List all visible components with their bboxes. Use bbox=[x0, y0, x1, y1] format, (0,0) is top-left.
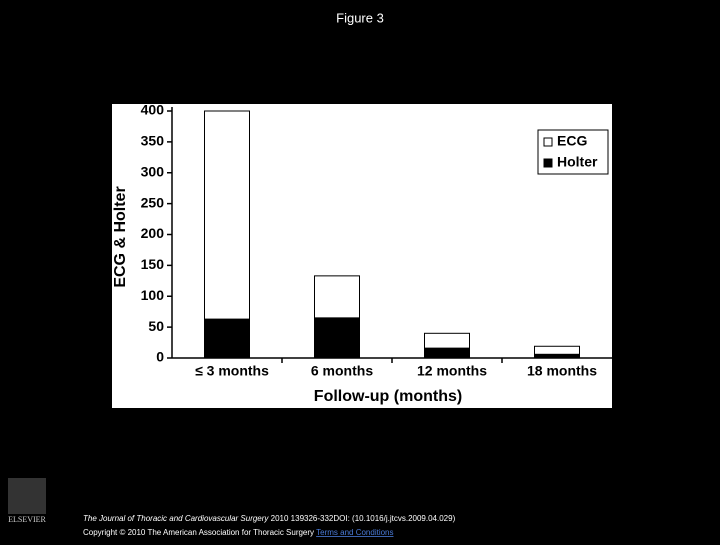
bar-segment bbox=[424, 332, 470, 349]
y-tick-label: 50 bbox=[148, 318, 164, 334]
y-axis-label: ECG & Holter bbox=[112, 186, 129, 287]
bar-segment bbox=[204, 318, 250, 359]
copyright-text: Copyright © 2010 The American Associatio… bbox=[83, 528, 314, 537]
slide-title: Figure 3 bbox=[336, 10, 384, 25]
citation-text: 2010 139326-332DOI: (10.1016/j.jtcvs.200… bbox=[271, 514, 456, 523]
logo-tree bbox=[8, 478, 46, 514]
bar-segment bbox=[204, 110, 250, 320]
x-tick-label: 6 months bbox=[311, 363, 373, 379]
x-tick-label: 18 months bbox=[527, 363, 597, 379]
y-tick-label: 300 bbox=[141, 163, 165, 179]
y-tick-label: 350 bbox=[141, 133, 165, 149]
journal: The Journal of Thoracic and Cardiovascul… bbox=[83, 514, 269, 523]
legend-swatch bbox=[543, 158, 553, 168]
legend-swatch bbox=[543, 137, 553, 147]
copyright: Copyright © 2010 The American Associatio… bbox=[83, 528, 394, 537]
citation: The Journal of Thoracic and Cardiovascul… bbox=[83, 514, 456, 523]
bar-segment bbox=[534, 345, 580, 355]
bar-segment bbox=[314, 275, 360, 319]
bar-segment bbox=[424, 347, 470, 359]
x-axis-label: Follow-up (months) bbox=[314, 388, 462, 405]
x-tick-label: ≤ 3 months bbox=[195, 363, 269, 379]
terms-link[interactable]: Terms and Conditions bbox=[316, 528, 393, 537]
y-tick-label: 400 bbox=[141, 102, 165, 118]
bar-segment bbox=[314, 317, 360, 359]
y-tick-label: 0 bbox=[156, 349, 164, 365]
y-tick-label: 100 bbox=[141, 287, 165, 303]
y-tick-label: 250 bbox=[141, 194, 165, 210]
legend-label: ECG bbox=[557, 133, 587, 149]
y-tick-label: 200 bbox=[141, 225, 165, 241]
elsevier-logo: ELSEVIER bbox=[8, 478, 47, 524]
logo-text: ELSEVIER bbox=[8, 515, 46, 524]
y-tick-label: 150 bbox=[141, 256, 165, 272]
x-tick-label: 12 months bbox=[417, 363, 487, 379]
legend-label: Holter bbox=[557, 154, 598, 170]
